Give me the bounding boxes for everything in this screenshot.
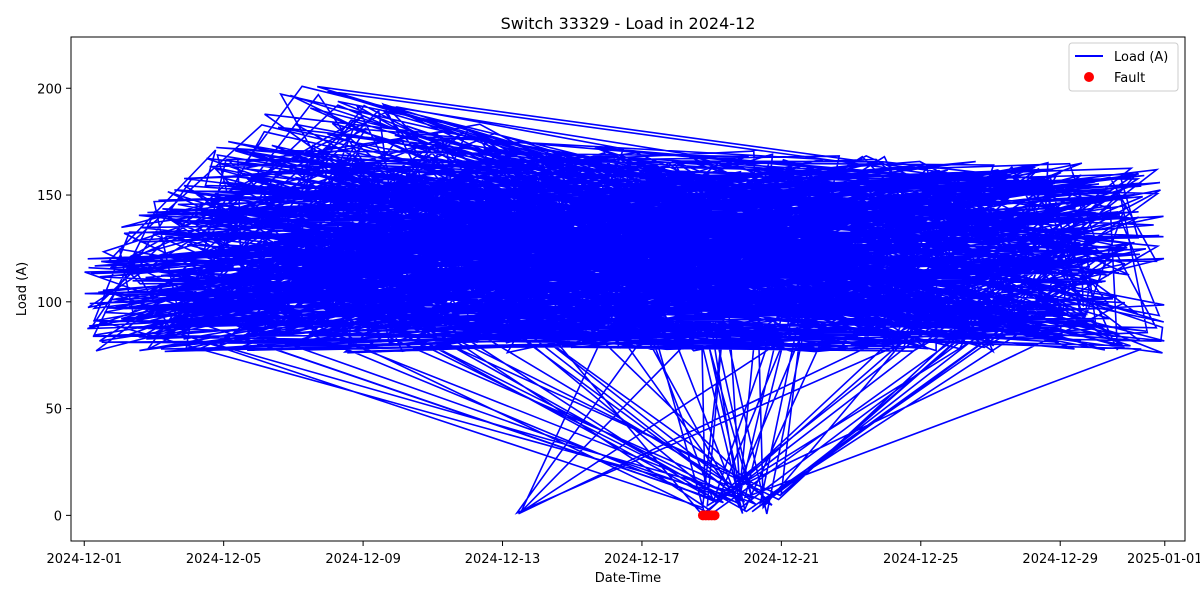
legend: Load (A) Fault — [1068, 42, 1179, 92]
x-axis: 2024-12-01 2024-12-05 2024-12-09 2024-12-13… — [46, 541, 1200, 567]
x-tick-label: 2024-12-13 — [465, 552, 541, 567]
x-tick-label: 2024-12-29 — [1022, 552, 1098, 567]
y-tick-label: 150 — [37, 189, 62, 204]
y-tick-label: 100 — [37, 296, 62, 311]
x-tick-label: 2024-12-21 — [744, 552, 820, 567]
load-series-line — [84, 85, 1165, 516]
x-tick-label: 2024-12-05 — [186, 552, 262, 567]
legend-fault-swatch — [1084, 72, 1094, 82]
y-axis: 0 50 100 150 200 — [37, 82, 71, 524]
legend-load-label: Load (A) — [1114, 50, 1168, 65]
y-axis-label: Load (A) — [15, 262, 30, 316]
x-tick-label: 2024-12-25 — [883, 552, 959, 567]
y-tick-label: 200 — [37, 82, 62, 97]
x-tick-label: 2024-12-09 — [325, 552, 401, 567]
x-axis-label: Date-Time — [595, 571, 661, 586]
y-tick-label: 50 — [45, 403, 62, 418]
chart-title: Switch 33329 - Load in 2024-12 — [501, 14, 756, 33]
y-tick-label: 0 — [54, 509, 62, 524]
fault-point — [709, 510, 720, 521]
x-tick-label: 2024-12-17 — [604, 552, 680, 567]
x-tick-label: 2025-01-01 — [1127, 552, 1200, 567]
load-series — [84, 85, 1165, 516]
fault-series — [697, 510, 720, 521]
legend-fault-label: Fault — [1114, 71, 1145, 86]
plot-area — [84, 85, 1165, 521]
x-tick-label: 2024-12-01 — [46, 552, 122, 567]
plot-frame — [70, 36, 1186, 542]
